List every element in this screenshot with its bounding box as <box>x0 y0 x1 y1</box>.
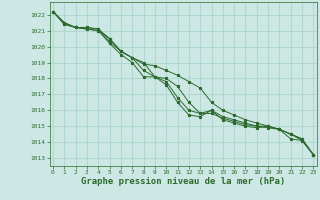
X-axis label: Graphe pression niveau de la mer (hPa): Graphe pression niveau de la mer (hPa) <box>81 177 285 186</box>
